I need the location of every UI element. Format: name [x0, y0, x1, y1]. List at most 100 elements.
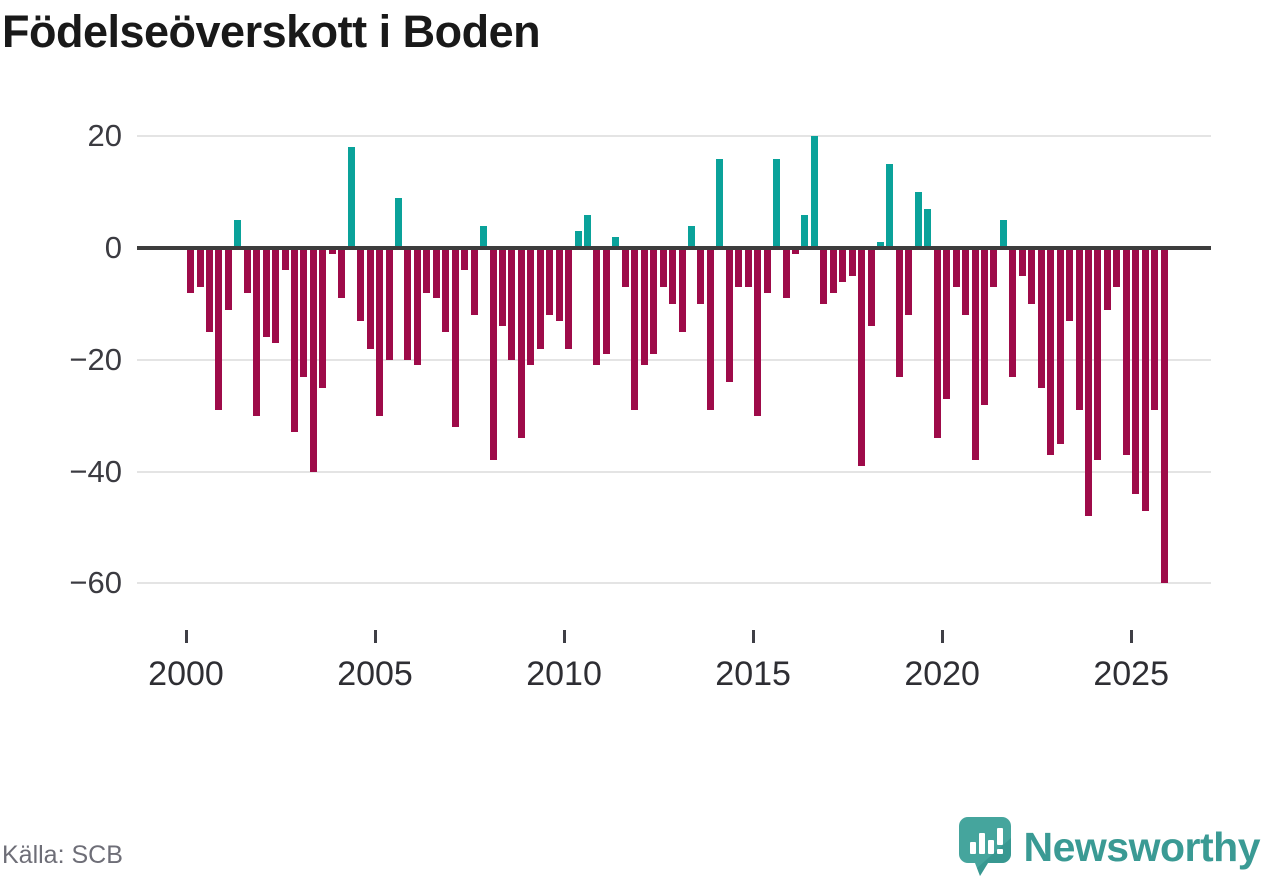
gridline: [137, 582, 1211, 585]
bar: [338, 248, 346, 299]
bar: [952, 248, 960, 288]
bar: [1103, 248, 1111, 310]
bar: [763, 248, 771, 293]
bar: [990, 248, 998, 288]
bar: [999, 220, 1007, 248]
brand-logo[interactable]: Newsworthy: [958, 816, 1260, 878]
bar: [943, 248, 951, 399]
bar: [555, 248, 563, 321]
x-axis-tick: [1130, 630, 1134, 643]
bar: [300, 248, 308, 377]
bar: [725, 248, 733, 383]
bar: [205, 248, 213, 332]
bar: [385, 248, 393, 360]
bar: [848, 248, 856, 276]
bar: [877, 242, 884, 248]
bar: [697, 248, 705, 304]
bar: [1122, 248, 1130, 455]
y-axis-tick-label: 0: [104, 230, 122, 265]
bar: [432, 248, 440, 299]
bar: [905, 248, 913, 316]
bar: [347, 147, 355, 248]
bar: [678, 248, 686, 332]
bar: [640, 248, 648, 366]
bar: [470, 248, 478, 316]
bar: [1084, 248, 1092, 517]
bar: [196, 248, 204, 288]
bar: [791, 248, 799, 254]
x-axis-tick: [941, 630, 945, 643]
bar: [1075, 248, 1083, 410]
bar: [1094, 248, 1102, 461]
bar: [404, 248, 412, 360]
bar: [867, 248, 875, 327]
bar: [357, 248, 365, 321]
bar: [366, 248, 374, 349]
bar: [423, 248, 431, 293]
bar: [272, 248, 280, 343]
bar: [820, 248, 828, 304]
bar: [706, 248, 714, 410]
bar: [413, 248, 421, 366]
x-axis-tick: [374, 630, 378, 643]
bar: [376, 248, 383, 416]
bar: [517, 248, 525, 438]
bar: [801, 214, 809, 248]
bar: [1056, 248, 1064, 444]
x-axis-tick-label: 2010: [526, 655, 602, 693]
x-axis-tick-label: 2015: [715, 655, 791, 693]
bar: [716, 158, 724, 248]
bar: [234, 220, 242, 248]
bar: [319, 248, 327, 388]
bar: [895, 248, 903, 377]
bar: [886, 164, 894, 248]
bar: [281, 248, 289, 271]
y-axis-tick-label: −20: [69, 341, 122, 377]
bar: [1066, 248, 1073, 321]
bar: [565, 248, 573, 349]
gridline: [137, 470, 1211, 473]
bar: [659, 248, 667, 288]
chart-title: Födelseöverskott i Boden: [2, 6, 541, 57]
y-axis-tick-label: −40: [69, 453, 122, 489]
bar: [924, 208, 932, 248]
bar: [1141, 248, 1149, 511]
bar: [1009, 248, 1017, 377]
bar: [971, 248, 979, 461]
bar: [262, 248, 270, 338]
bar: [243, 248, 251, 293]
bar: [1037, 248, 1045, 388]
bar: [1132, 248, 1140, 494]
bar: [593, 248, 601, 366]
bar: [782, 248, 790, 299]
bar: [744, 248, 752, 288]
x-axis-tick-label: 2005: [337, 655, 413, 693]
bar: [933, 248, 941, 438]
bar: [981, 248, 988, 405]
bar: [735, 248, 743, 288]
x-axis-tick-label: 2020: [904, 655, 980, 693]
bar: [1160, 248, 1168, 584]
bar: [328, 248, 336, 254]
x-axis-tick-label: 2025: [1093, 655, 1169, 693]
bar: [187, 248, 194, 293]
bar: [253, 248, 261, 416]
bar: [527, 248, 535, 366]
bar: [291, 248, 298, 433]
bar: [498, 248, 506, 327]
x-axis-tick: [185, 630, 188, 643]
bar: [858, 248, 866, 466]
bar: [1113, 248, 1121, 288]
bar: [829, 248, 837, 293]
bar: [215, 248, 223, 410]
bar: [309, 248, 317, 472]
bar: [536, 248, 544, 349]
bar: [584, 214, 591, 248]
bar: [810, 136, 818, 249]
bar: [688, 225, 695, 249]
bar: [962, 248, 970, 316]
bar: [394, 197, 402, 248]
bar: [480, 225, 487, 249]
